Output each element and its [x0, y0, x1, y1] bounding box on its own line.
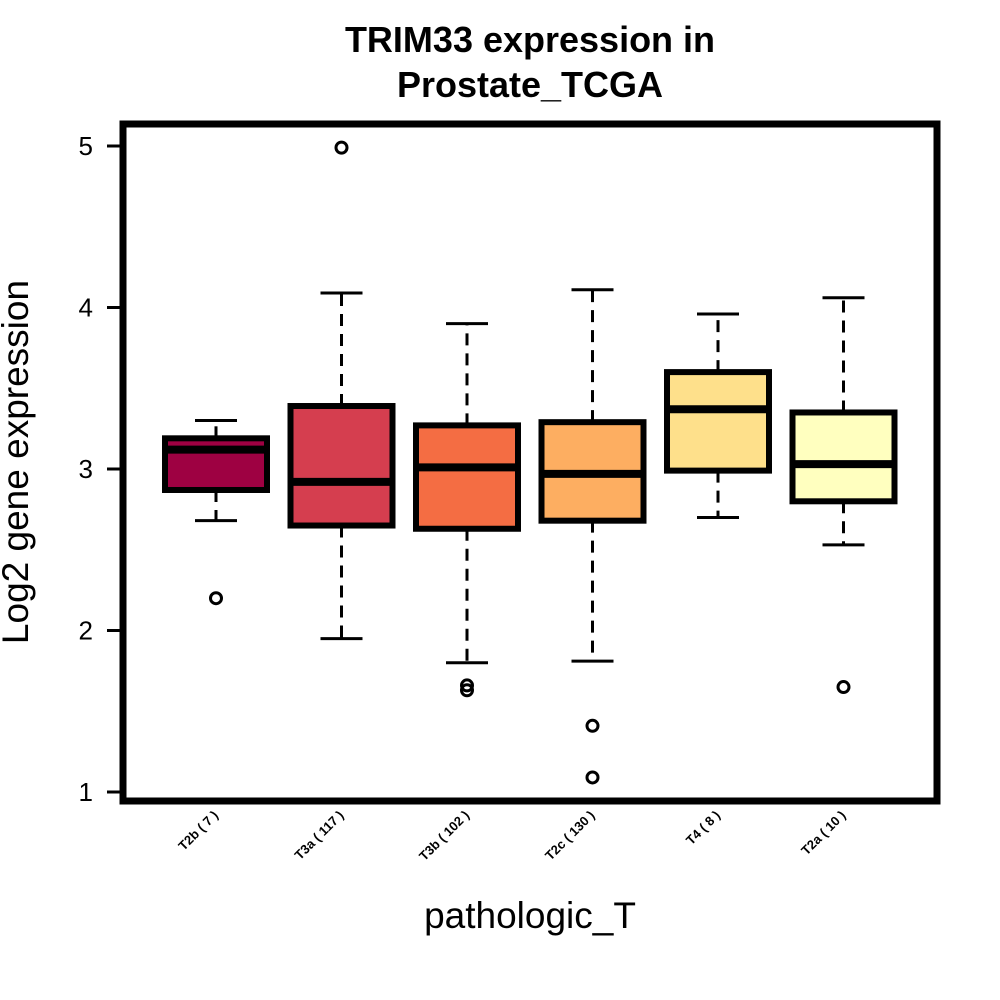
- y-tick-label: 5: [79, 131, 93, 161]
- outlier-point: [460, 678, 474, 693]
- outlier-point: [334, 140, 349, 155]
- box-3: [413, 422, 521, 532]
- outlier-point: [460, 683, 474, 698]
- chart-title-line2: Prostate_TCGA: [397, 64, 663, 105]
- chart-title-line1: TRIM33 expression in: [345, 19, 715, 60]
- outlier-point: [585, 770, 600, 785]
- y-axis-title: Log2 gene expression: [0, 280, 36, 644]
- x-tick-label: T2b ( 7 ): [175, 808, 221, 854]
- plot-frame: [119, 120, 941, 805]
- box-5: [664, 369, 772, 474]
- x-axis-title: pathologic_T: [424, 895, 636, 936]
- y-tick-label: 2: [79, 616, 93, 646]
- x-tick-label: T2c ( 130 ): [542, 808, 598, 864]
- outlier-point: [585, 718, 600, 733]
- outlier-point: [836, 680, 851, 695]
- x-tick-label: T4 ( 8 ): [683, 808, 723, 848]
- plot-area: 1 2 3 4 5 T2b ( 7 ) T3a ( 117 ) T3b ( 102 ) T2c …: [79, 131, 898, 864]
- y-tick-label: 1: [79, 777, 93, 807]
- outlier-point: [209, 591, 223, 606]
- x-tick-label: T3a ( 117 ): [292, 808, 347, 863]
- x-tick-label: T3b ( 102 ): [416, 808, 472, 864]
- box-6: [789, 409, 898, 505]
- box-2: [287, 403, 396, 529]
- box-1: [162, 435, 270, 493]
- y-tick-label: 3: [79, 454, 93, 484]
- x-tick-label: T2a ( 10 ): [798, 808, 848, 858]
- y-tick-label: 4: [79, 293, 93, 323]
